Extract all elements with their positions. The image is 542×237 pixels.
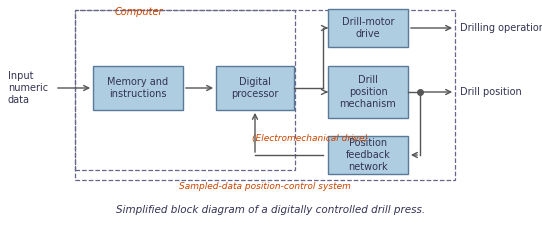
Bar [216,66,294,110]
Text: Drill
position
mechanism: Drill position mechanism [340,75,396,109]
Bar [75,10,295,170]
Bar [75,10,455,180]
Bar [328,66,408,118]
Text: Simplified block diagram of a digitally controlled drill press.: Simplified block diagram of a digitally … [117,205,425,215]
Text: Drill position: Drill position [460,87,522,97]
Text: Sampled-data position-control system: Sampled-data position-control system [179,182,351,191]
Text: Computer: Computer [115,7,164,17]
Text: (Electromechanical drive): (Electromechanical drive) [252,133,368,142]
Text: Drill-motor
drive: Drill-motor drive [342,17,394,39]
Bar [328,9,408,47]
Text: Memory and
instructions: Memory and instructions [107,77,169,99]
Text: Drilling operation: Drilling operation [460,23,542,33]
Bar [328,136,408,174]
Text: Position
feedback
network: Position feedback network [346,138,390,172]
Text: Input
numeric
data: Input numeric data [8,71,48,105]
Bar [93,66,183,110]
Text: Digital
processor: Digital processor [231,77,279,99]
